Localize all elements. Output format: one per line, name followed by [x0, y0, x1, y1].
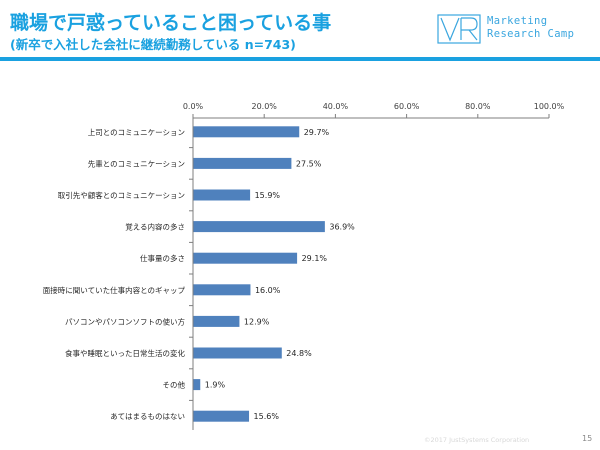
- bar: [193, 126, 300, 138]
- category-label: パソコンやパソコンソフトの使い方: [65, 316, 185, 326]
- bar: [193, 379, 201, 391]
- value-label: 1.9%: [205, 381, 226, 390]
- header-divider: [0, 57, 600, 61]
- x-tick-label: 20.0%: [251, 102, 277, 111]
- x-tick-label: 100.0%: [534, 102, 565, 111]
- bar: [193, 347, 282, 359]
- page-title: 職場で戸惑っていること困っている事: [10, 12, 332, 34]
- bar: [193, 157, 292, 169]
- bar: [193, 315, 240, 327]
- logo-mark-icon: [437, 14, 481, 44]
- x-tick-label: 0.0%: [183, 102, 204, 111]
- logo-text-line1: Marketing: [487, 15, 548, 27]
- category-label: 先輩とのコミュニケーション: [88, 158, 185, 168]
- category-label: 仕事量の多さ: [140, 253, 185, 263]
- value-label: 29.1%: [302, 254, 328, 263]
- value-label: 36.9%: [329, 223, 355, 232]
- x-tick-label: 80.0%: [465, 102, 491, 111]
- bar: [193, 252, 298, 264]
- x-tick-label: 40.0%: [323, 102, 349, 111]
- category-label: 覚える内容の多さ: [125, 222, 185, 232]
- bar: [193, 189, 251, 201]
- bar: [193, 410, 250, 422]
- value-label: 15.6%: [254, 412, 280, 421]
- value-label: 12.9%: [244, 317, 270, 326]
- page-subtitle: (新卒で入社した会社に継続勤務している n=743): [10, 37, 296, 52]
- logo-text-line2: Research Camp: [487, 28, 575, 40]
- category-label: 食事や睡眠といった日常生活の変化: [65, 348, 185, 358]
- value-label: 15.9%: [255, 191, 281, 200]
- category-label: 面接時に聞いていた仕事内容とのギャップ: [43, 285, 186, 295]
- bar: [193, 221, 325, 233]
- page-number: 15: [582, 434, 593, 443]
- bar: [193, 284, 251, 296]
- category-label: あてはまるものはない: [110, 412, 185, 421]
- category-label: 上司とのコミュニケーション: [88, 128, 185, 137]
- footer-copyright: ©2017 JustSystems Corporation: [424, 436, 530, 444]
- x-tick-label: 60.0%: [394, 102, 420, 111]
- category-label: その他: [163, 380, 186, 390]
- value-label: 27.5%: [296, 159, 322, 168]
- value-label: 16.0%: [255, 286, 281, 295]
- value-label: 24.8%: [286, 349, 312, 358]
- category-label: 取引先や顧客とのコミュニケーション: [58, 190, 185, 200]
- value-label: 29.7%: [304, 128, 330, 137]
- brand-logo: Marketing Research Camp: [437, 14, 597, 48]
- bar-chart: 0.0% 20.0% 40.0% 60.0% 80.0% 100.0% 上司とのコミュニケー…: [43, 102, 565, 430]
